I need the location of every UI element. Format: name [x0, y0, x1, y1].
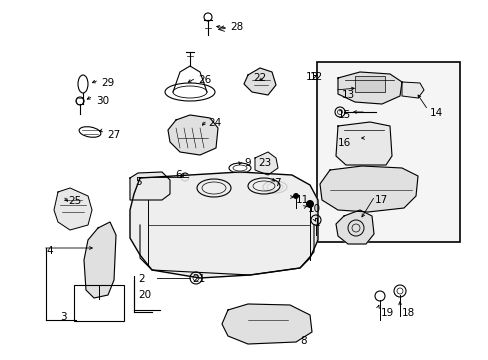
Text: 3: 3: [60, 312, 66, 322]
Text: 2: 2: [138, 274, 144, 284]
Polygon shape: [335, 122, 391, 165]
Text: 26: 26: [198, 75, 211, 85]
Text: 18: 18: [401, 308, 414, 318]
Polygon shape: [254, 152, 278, 175]
Polygon shape: [84, 222, 116, 298]
Polygon shape: [401, 82, 423, 98]
Text: 22: 22: [252, 73, 265, 83]
Polygon shape: [168, 115, 218, 155]
Text: 30: 30: [96, 96, 109, 106]
Text: 27: 27: [107, 130, 120, 140]
Text: 12: 12: [309, 72, 323, 82]
Text: 21: 21: [192, 274, 205, 284]
Text: 13: 13: [341, 90, 354, 100]
Polygon shape: [130, 172, 317, 278]
Text: 9: 9: [244, 158, 250, 168]
Bar: [74, 285, 124, 321]
Text: 25: 25: [68, 196, 81, 206]
Polygon shape: [319, 166, 417, 212]
Text: 11: 11: [295, 195, 308, 205]
Polygon shape: [222, 304, 311, 344]
Text: 20: 20: [138, 290, 151, 300]
Text: 17: 17: [374, 195, 387, 205]
Text: 28: 28: [229, 22, 243, 32]
Text: 16: 16: [337, 138, 350, 148]
Text: 5: 5: [135, 177, 142, 187]
Bar: [354, 76, 384, 92]
Polygon shape: [335, 210, 373, 244]
Text: 24: 24: [207, 118, 221, 128]
Text: 23: 23: [258, 158, 271, 168]
Text: 1: 1: [313, 218, 320, 228]
Text: 14: 14: [429, 108, 442, 118]
Circle shape: [292, 193, 298, 199]
Text: 29: 29: [101, 78, 114, 88]
Text: 15: 15: [337, 110, 350, 120]
Polygon shape: [337, 72, 401, 104]
Bar: [316, 62, 459, 242]
Polygon shape: [54, 188, 92, 230]
Text: 6: 6: [175, 170, 181, 180]
Text: 7: 7: [273, 178, 280, 188]
Text: 12: 12: [305, 72, 319, 82]
Text: 4: 4: [46, 246, 53, 256]
Text: 8: 8: [299, 336, 306, 346]
Polygon shape: [130, 172, 170, 200]
Text: 19: 19: [380, 308, 393, 318]
Polygon shape: [244, 68, 275, 95]
Circle shape: [305, 200, 313, 208]
Text: 10: 10: [307, 204, 321, 214]
